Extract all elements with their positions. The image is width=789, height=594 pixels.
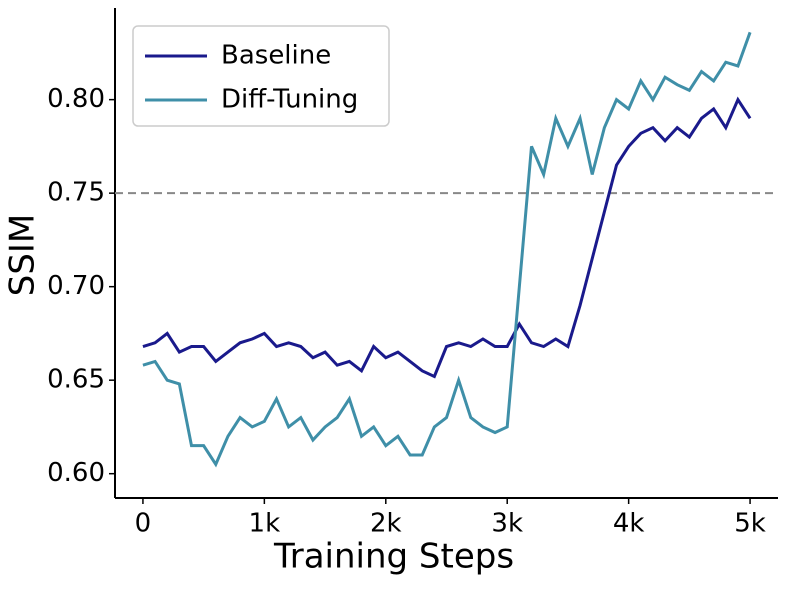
series-line [142,96,752,379]
x-axis-label: Training Steps [273,537,514,577]
x-tick-label: 3k [491,509,523,539]
x-tick-label: 4k [613,509,645,539]
series-line [142,31,752,468]
y-tick-label: 0.80 [47,84,105,114]
y-tick-label: 0.75 [47,178,105,208]
x-tick-label: 2k [370,509,402,539]
x-tick-label: 0 [135,509,152,539]
legend-label: Diff-Tuning [221,85,358,115]
y-tick-label: 0.65 [47,365,105,395]
y-tick-label: 0.70 [47,271,105,301]
y-tick-label: 0.60 [47,458,105,488]
x-tick-label: 5k [734,509,766,539]
y-axis-label: SSIM [3,214,43,297]
x-tick-label: 1k [249,509,281,539]
legend-label: Baseline [221,41,331,71]
